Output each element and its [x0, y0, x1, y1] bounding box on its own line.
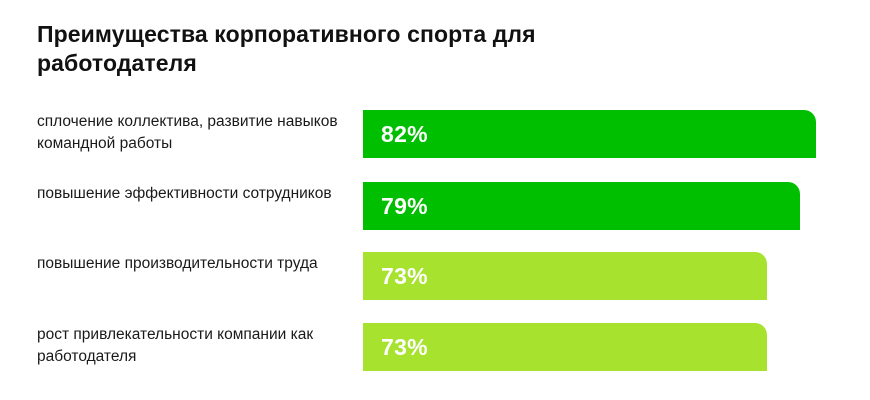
chart-title: Преимущества корпоративного спорта для р… [37, 21, 536, 76]
data-label: 73% [381, 334, 428, 360]
bar-track: 79% [363, 182, 870, 230]
bar-track: 82% [363, 110, 870, 158]
bar-efficiency: 79% [363, 182, 800, 230]
bar-track: 73% [363, 323, 870, 371]
category-label: сплочение коллектива, развитие навыков к… [37, 113, 338, 152]
bar-track: 73% [363, 252, 870, 300]
data-label: 73% [381, 263, 428, 289]
bar-employer-attractiveness: 73% [363, 323, 767, 371]
category-label: рост привлекательности компании как рабо… [37, 326, 314, 365]
category-label: повышение производительности труда [37, 255, 318, 272]
bar-productivity: 73% [363, 252, 767, 300]
category-label: повышение эффективности сотрудников [37, 185, 332, 202]
data-label: 82% [381, 121, 428, 147]
data-label: 79% [381, 193, 428, 219]
bar-team-cohesion: 82% [363, 110, 816, 158]
bar-row-employer-attractiveness: рост привлекательности компании как рабо… [0, 323, 870, 371]
bar-row-team-cohesion: сплочение коллектива, развитие навыков к… [0, 110, 870, 158]
bar-row-efficiency: повышение эффективности сотрудников 79% [0, 182, 870, 230]
bar-row-productivity: повышение производительности труда 73% [0, 252, 870, 300]
